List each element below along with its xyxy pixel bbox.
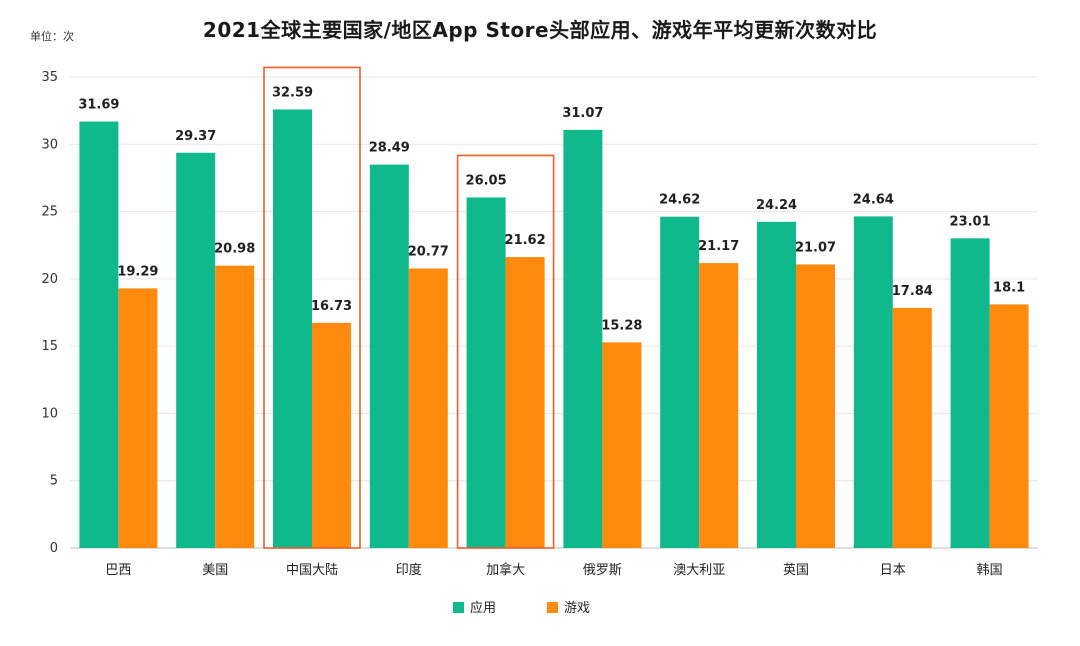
x-tick-label: 英国 bbox=[783, 563, 809, 578]
data-label: 24.64 bbox=[853, 192, 894, 207]
highlight-box bbox=[456, 154, 555, 549]
bar-app bbox=[176, 152, 216, 548]
highlight-box bbox=[263, 66, 361, 549]
data-label: 26.05 bbox=[466, 173, 507, 188]
data-label: 29.37 bbox=[175, 129, 216, 144]
x-tick-label: 俄罗斯 bbox=[583, 563, 622, 578]
legend-label: 游戏 bbox=[564, 601, 590, 616]
bar-app bbox=[950, 238, 990, 548]
bar-game bbox=[989, 304, 1029, 548]
legend-swatch bbox=[453, 602, 464, 613]
bar-game bbox=[892, 307, 932, 548]
y-tick-label: 25 bbox=[41, 205, 58, 220]
unit-label: 单位：次 bbox=[30, 30, 74, 43]
y-tick-label: 35 bbox=[41, 70, 58, 85]
data-label: 21.62 bbox=[505, 233, 546, 248]
x-tick-label: 日本 bbox=[880, 563, 906, 578]
bar-game bbox=[215, 265, 255, 548]
x-tick-label: 加拿大 bbox=[486, 562, 525, 578]
bar-game bbox=[796, 264, 835, 548]
y-tick-label: 10 bbox=[41, 406, 58, 421]
x-tick-label: 印度 bbox=[396, 562, 422, 578]
x-tick-label: 美国 bbox=[202, 563, 228, 578]
legend-label: 应用 bbox=[470, 600, 496, 616]
data-label: 32.59 bbox=[272, 85, 313, 100]
data-label: 17.84 bbox=[892, 284, 933, 299]
data-label: 20.77 bbox=[408, 244, 449, 259]
bar-game bbox=[505, 257, 545, 548]
bar-app bbox=[273, 109, 312, 549]
bar-game bbox=[408, 268, 448, 548]
data-label: 31.07 bbox=[562, 106, 603, 121]
x-tick-label: 中国大陆 bbox=[286, 562, 338, 578]
chart-title: 2021全球主要国家/地区App Store头部应用、游戏年平均更新次数对比 bbox=[202, 18, 878, 42]
y-tick-label: 15 bbox=[41, 339, 58, 354]
y-tick-label: 30 bbox=[41, 137, 58, 152]
x-tick-label: 韩国 bbox=[977, 563, 1003, 578]
data-label: 20.98 bbox=[214, 242, 255, 257]
data-label: 21.17 bbox=[698, 239, 739, 254]
y-tick-label: 0 bbox=[50, 541, 58, 556]
x-tick-label: 澳大利亚 bbox=[673, 562, 725, 578]
bar-game bbox=[602, 342, 642, 548]
bar-game bbox=[118, 288, 158, 548]
data-label: 31.69 bbox=[78, 98, 119, 113]
bar-app bbox=[369, 164, 409, 548]
bar-app bbox=[757, 221, 796, 548]
data-label: 18.1 bbox=[993, 280, 1025, 295]
bar-app bbox=[79, 121, 119, 548]
y-tick-label: 20 bbox=[41, 272, 58, 287]
data-label: 24.24 bbox=[756, 198, 797, 213]
bar-app bbox=[853, 216, 893, 548]
legend-swatch bbox=[547, 602, 558, 613]
bar-game bbox=[312, 322, 351, 548]
data-label: 19.29 bbox=[117, 264, 158, 279]
data-label: 24.62 bbox=[659, 193, 700, 208]
y-tick-label: 5 bbox=[50, 474, 58, 489]
data-label: 16.73 bbox=[311, 299, 352, 314]
bar-app bbox=[563, 129, 603, 548]
data-label: 28.49 bbox=[369, 141, 410, 156]
x-tick-label: 巴西 bbox=[105, 563, 131, 578]
data-label: 21.07 bbox=[795, 240, 836, 255]
data-label: 15.28 bbox=[601, 318, 642, 333]
data-label: 23.01 bbox=[950, 214, 991, 229]
bar-app bbox=[466, 197, 506, 549]
bar-app bbox=[660, 216, 700, 548]
bar-game bbox=[699, 263, 739, 548]
